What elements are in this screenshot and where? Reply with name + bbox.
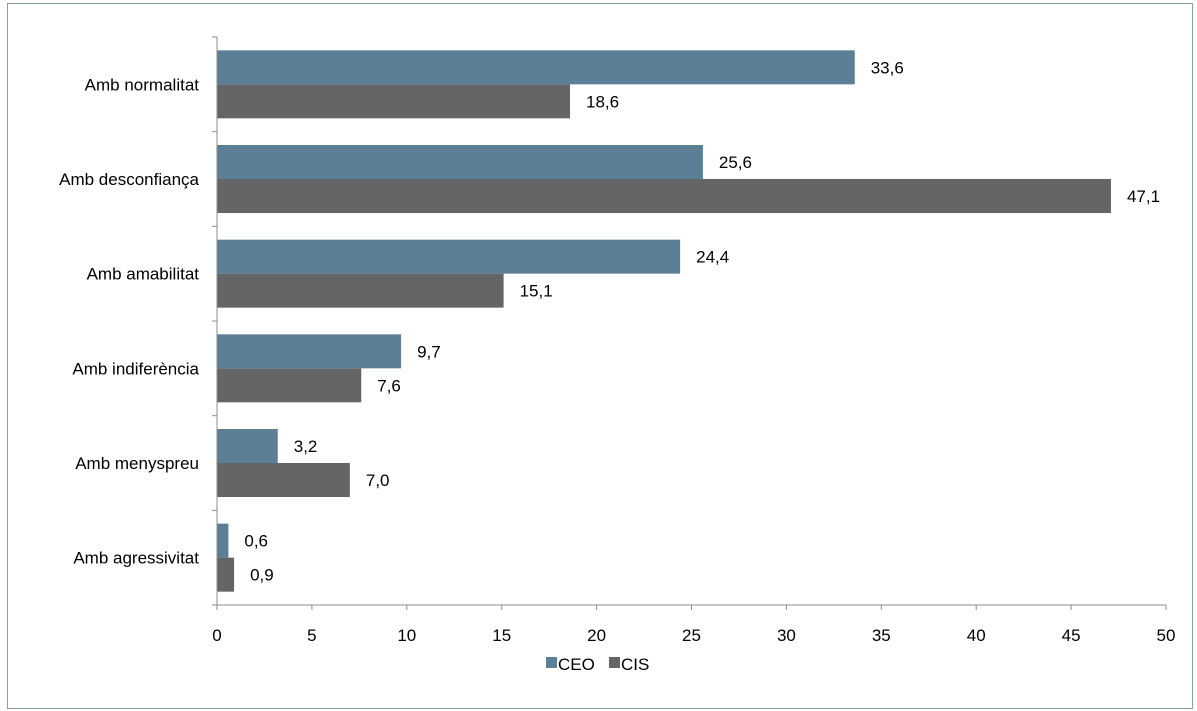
legend-swatch-cis	[609, 657, 620, 668]
x-tick-label-35: 35	[872, 626, 891, 645]
x-tick-label-40: 40	[967, 626, 986, 645]
category-label-3: Amb indiferència	[72, 359, 199, 378]
data-label-ceo-4: 3,2	[294, 437, 318, 456]
x-tick-label-45: 45	[1062, 626, 1081, 645]
category-label-1: Amb desconfiança	[59, 170, 199, 189]
x-tick-label-20: 20	[587, 626, 606, 645]
bar-cis-4	[217, 463, 350, 497]
data-label-cis-3: 7,6	[377, 376, 401, 395]
bar-ceo-4	[217, 429, 278, 463]
x-tick-label-10: 10	[397, 626, 416, 645]
x-tick-label-25: 25	[682, 626, 701, 645]
legend-swatch-ceo	[546, 657, 557, 668]
bar-cis-1	[217, 179, 1111, 213]
x-tick-label-30: 30	[777, 626, 796, 645]
legend: CEO CIS	[546, 655, 649, 674]
chart-frame	[7, 3, 1193, 709]
data-label-cis-2: 15,1	[520, 282, 553, 301]
data-label-ceo-5: 0,6	[244, 532, 268, 551]
x-tick-label-50: 50	[1157, 626, 1176, 645]
bar-cis-3	[217, 368, 362, 403]
bar-cis-5	[217, 557, 235, 592]
bars-layer	[217, 50, 1111, 592]
data-label-ceo-2: 24,4	[696, 248, 729, 267]
bar-ceo-2	[217, 239, 681, 274]
bar-ceo-3	[217, 334, 402, 369]
bar-cis-2	[217, 273, 504, 308]
legend-label-ceo: CEO	[558, 655, 595, 674]
data-label-cis-5: 0,9	[250, 566, 274, 585]
bar-ceo-0	[217, 50, 855, 85]
category-label-0: Amb normalitat	[85, 75, 200, 94]
category-label-2: Amb amabilitat	[87, 265, 200, 284]
data-label-cis-4: 7,0	[366, 471, 390, 490]
data-label-ceo-3: 9,7	[417, 342, 441, 361]
bar-ceo-5	[217, 523, 229, 558]
data-label-cis-0: 18,6	[586, 92, 619, 111]
data-label-cis-1: 47,1	[1127, 187, 1160, 206]
x-tick-label-15: 15	[492, 626, 511, 645]
axes-layer	[212, 36, 1167, 610]
labels-layer: 33,6 18,6 Amb normalitat 25,6 47,1 Amb descon…	[59, 58, 1175, 645]
data-label-ceo-1: 25,6	[719, 153, 752, 172]
x-tick-label-5: 5	[307, 626, 316, 645]
legend-label-cis: CIS	[621, 655, 649, 674]
category-label-4: Amb menyspreu	[75, 454, 199, 473]
bar-ceo-1	[217, 145, 703, 179]
bar-cis-0	[217, 84, 571, 119]
x-tick-label-0: 0	[212, 626, 221, 645]
category-label-5: Amb agressivitat	[73, 549, 199, 568]
data-label-ceo-0: 33,6	[871, 58, 904, 77]
